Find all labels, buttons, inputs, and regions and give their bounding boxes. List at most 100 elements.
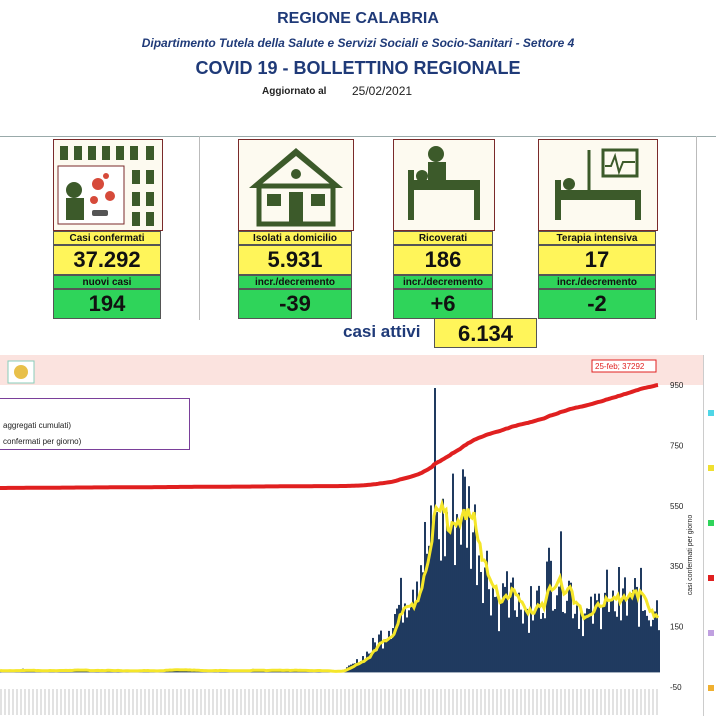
daily-bar (438, 539, 440, 673)
bulletin-title: COVID 19 - BOLLETTINO REGIONALE (195, 58, 521, 78)
y-tick-label: 750 (670, 441, 684, 450)
divider (696, 136, 697, 320)
daily-bar (518, 592, 520, 673)
daily-bar (466, 547, 468, 673)
daily-bar (540, 618, 542, 673)
daily-bar (498, 631, 500, 673)
region-title: REGIONE CALABRIA (277, 10, 439, 27)
daily-bar (522, 623, 524, 673)
y-tick-label: 950 (670, 381, 684, 390)
daily-bar (542, 612, 544, 673)
daily-bar (386, 640, 388, 673)
legend-daily: confermati per giorno) (3, 437, 82, 446)
daily-bar (606, 569, 608, 673)
daily-bar (460, 544, 462, 673)
y-tick-label: 350 (670, 562, 684, 571)
daily-bar (500, 601, 502, 673)
daily-bar (604, 592, 606, 673)
icu-change-label: incr./decremento (538, 275, 656, 289)
daily-bar (538, 585, 540, 673)
daily-bar (470, 568, 472, 673)
new-cases-value: 194 (53, 289, 161, 319)
daily-bar (446, 512, 448, 673)
daily-bar (420, 565, 422, 673)
daily-bar (626, 615, 628, 673)
daily-bar (614, 611, 616, 673)
daily-bar (600, 629, 602, 673)
daily-bar (414, 602, 416, 673)
daily-bar (536, 590, 538, 673)
daily-bar (406, 617, 408, 673)
x-axis-dates (0, 683, 660, 716)
legend-marker (708, 630, 714, 636)
daily-bar (468, 486, 470, 673)
daily-bar (384, 639, 386, 673)
daily-bar (474, 504, 476, 673)
daily-bar (436, 512, 438, 673)
house-icon (238, 139, 354, 231)
daily-bar (634, 578, 636, 673)
daily-bar (520, 609, 522, 673)
icu-change-value: -2 (538, 289, 656, 319)
daily-bar (502, 583, 504, 673)
daily-bars (0, 388, 660, 673)
daily-bar (480, 571, 482, 673)
daily-bar (442, 498, 444, 673)
legend-marker (708, 520, 714, 526)
daily-bar (584, 613, 586, 673)
icu-value: 17 (538, 245, 656, 275)
daily-bar (612, 590, 614, 673)
daily-bar (462, 469, 464, 673)
active-cases-value: 6.134 (434, 318, 537, 348)
daily-bar (656, 600, 658, 673)
daily-bar (590, 596, 592, 673)
daily-bar (504, 586, 506, 673)
daily-bar (358, 665, 360, 673)
daily-bar (448, 531, 450, 673)
daily-bar (400, 577, 402, 673)
new-cases-label: nuovi casi (53, 275, 161, 289)
daily-bar (412, 589, 414, 673)
people-virus-icon (53, 139, 163, 231)
cumulative-line (0, 383, 659, 490)
daily-bar (404, 603, 406, 673)
daily-bar (630, 593, 632, 673)
daily-bar (596, 600, 598, 673)
daily-bar (368, 653, 370, 673)
icu-monitor-icon (538, 139, 658, 231)
daily-bar (494, 596, 496, 673)
legend-marker (708, 410, 714, 416)
daily-bar (464, 476, 466, 673)
chart-header-band (0, 355, 703, 385)
daily-bar (530, 586, 532, 673)
daily-bar (654, 611, 656, 673)
daily-bar (506, 571, 508, 673)
daily-bar (644, 610, 646, 673)
icu-label: Terapia intensiva (538, 231, 656, 245)
daily-bar (372, 637, 374, 673)
daily-bar (528, 632, 530, 673)
daily-bar (658, 630, 660, 673)
department-subtitle: Dipartimento Tutela della Salute e Servi… (141, 36, 575, 50)
daily-bar (370, 652, 372, 673)
daily-bar (418, 597, 420, 673)
legend-marker (708, 465, 714, 471)
daily-bar (380, 630, 382, 673)
daily-bar (642, 610, 644, 673)
daily-bar (514, 610, 516, 673)
daily-bar (572, 618, 574, 673)
hospital-bed-icon (393, 139, 495, 231)
daily-bar (632, 589, 634, 673)
daily-bar (432, 524, 434, 673)
daily-bar (588, 609, 590, 673)
daily-bar (458, 521, 460, 673)
daily-bar (430, 505, 432, 673)
confirmed-label: Casi confermati (53, 231, 161, 245)
daily-bar (440, 560, 442, 673)
daily-bar (512, 577, 514, 673)
daily-bar (582, 636, 584, 673)
hospitalized-label: Ricoverati (393, 231, 493, 245)
y-axis-label: casi confermati per giorno (687, 515, 694, 596)
daily-bar (598, 593, 600, 673)
daily-bar (456, 514, 458, 673)
